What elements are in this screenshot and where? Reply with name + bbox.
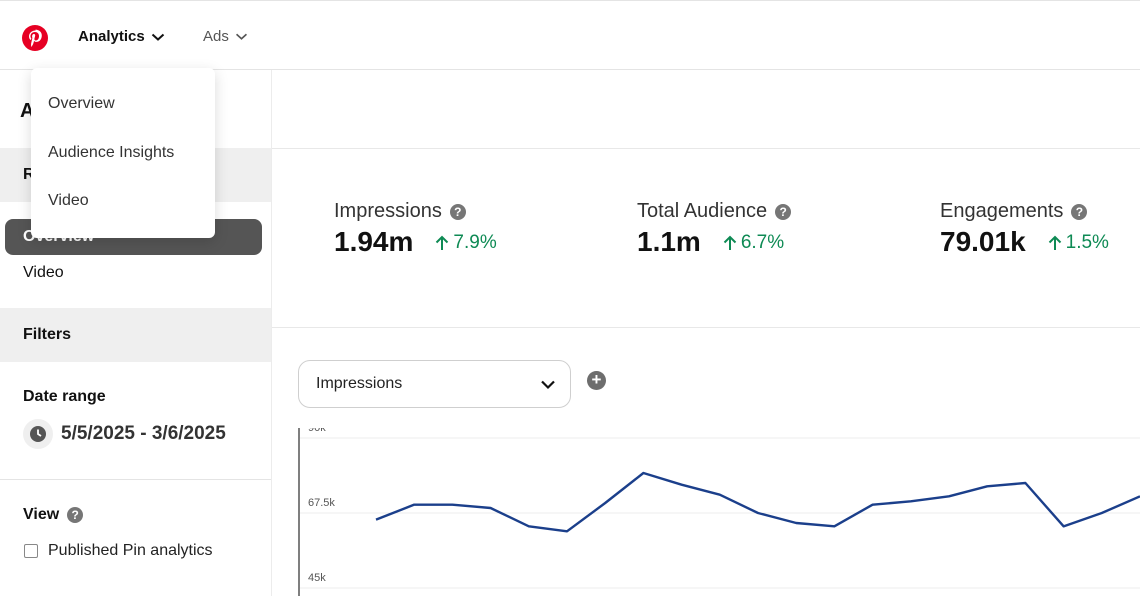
chevron-down-icon <box>235 33 247 40</box>
kpi-label: Total Audience <box>637 200 768 222</box>
published-pin-label: Published Pin analytics <box>48 542 213 559</box>
arrow-up-icon <box>436 235 449 250</box>
nav-analytics-menu[interactable]: Analytics <box>78 28 165 45</box>
nav-analytics-label: Analytics <box>78 28 145 45</box>
y-tick-label: 90k <box>308 428 326 434</box>
kpi-total-audience: Total Audience? 1.1m 6.7% <box>637 200 792 258</box>
dropdown-item-overview[interactable]: Overview <box>48 95 115 112</box>
filters-section-header <box>0 308 271 362</box>
nav-ads-label: Ads <box>203 28 229 45</box>
date-range-label: Date range <box>23 388 106 405</box>
section-divider <box>272 327 1140 328</box>
help-icon[interactable]: ? <box>1071 203 1088 220</box>
kpi-delta: 1.5% <box>1048 232 1109 254</box>
kpi-delta-value: 1.5% <box>1065 232 1109 253</box>
top-navigation-bar: Analytics Ads <box>0 0 1140 70</box>
y-tick-label: 45k <box>308 572 326 584</box>
kpi-engagements: Engagements? 79.01k 1.5% <box>940 200 1109 258</box>
kpi-delta-value: 6.7% <box>740 232 785 253</box>
pinterest-logo-icon[interactable] <box>22 25 48 51</box>
kpi-value: 1.1m <box>637 226 701 257</box>
filters-heading: Filters <box>23 326 72 343</box>
checkbox-box[interactable] <box>24 544 38 558</box>
sidebar-item-video[interactable]: Video <box>23 264 64 281</box>
view-label: View <box>23 506 60 523</box>
reports-heading: R <box>23 166 35 183</box>
kpi-delta: 6.7% <box>723 232 784 254</box>
content-divider <box>272 148 1140 149</box>
sidebar-divider <box>0 479 271 480</box>
y-tick-label: 67.5k <box>308 497 335 509</box>
nav-ads-menu[interactable]: Ads <box>203 28 248 45</box>
chevron-down-icon <box>151 33 164 41</box>
impressions-line-chart: 90k 67.5k 45k <box>298 428 1140 596</box>
dropdown-item-video[interactable]: Video <box>48 192 89 209</box>
kpi-impressions: Impressions? 1.94m 7.9% <box>334 200 497 258</box>
help-icon[interactable]: ? <box>67 507 84 523</box>
kpi-label: Impressions <box>334 200 442 222</box>
help-icon[interactable]: ? <box>775 203 792 220</box>
analytics-dropdown-menu: Overview Audience Insights Video <box>31 68 215 238</box>
date-range-picker[interactable]: 5/5/2025 - 3/6/2025 <box>23 419 226 449</box>
chevron-down-icon <box>541 380 555 389</box>
clock-icon <box>23 419 53 449</box>
date-range-value: 5/5/2025 - 3/6/2025 <box>61 423 226 444</box>
arrow-up-icon <box>1048 235 1061 250</box>
metric-select-value: Impressions <box>316 375 403 392</box>
kpi-value: 79.01k <box>940 226 1026 257</box>
kpi-value: 1.94m <box>334 226 414 257</box>
kpi-label: Engagements <box>940 200 1064 222</box>
arrow-up-icon <box>723 235 737 250</box>
add-metric-icon[interactable]: + <box>587 371 606 390</box>
page-title: A <box>20 100 35 122</box>
series-line <box>375 471 1140 533</box>
published-pin-analytics-checkbox[interactable]: Published Pin analytics <box>24 542 213 560</box>
dropdown-item-audience-insights[interactable]: Audience Insights <box>48 144 175 161</box>
kpi-delta-value: 7.9% <box>453 232 497 253</box>
view-heading: View ? <box>23 506 84 524</box>
kpi-delta: 7.9% <box>435 232 497 254</box>
metric-select[interactable]: Impressions <box>298 360 571 408</box>
help-icon[interactable]: ? <box>449 203 466 220</box>
